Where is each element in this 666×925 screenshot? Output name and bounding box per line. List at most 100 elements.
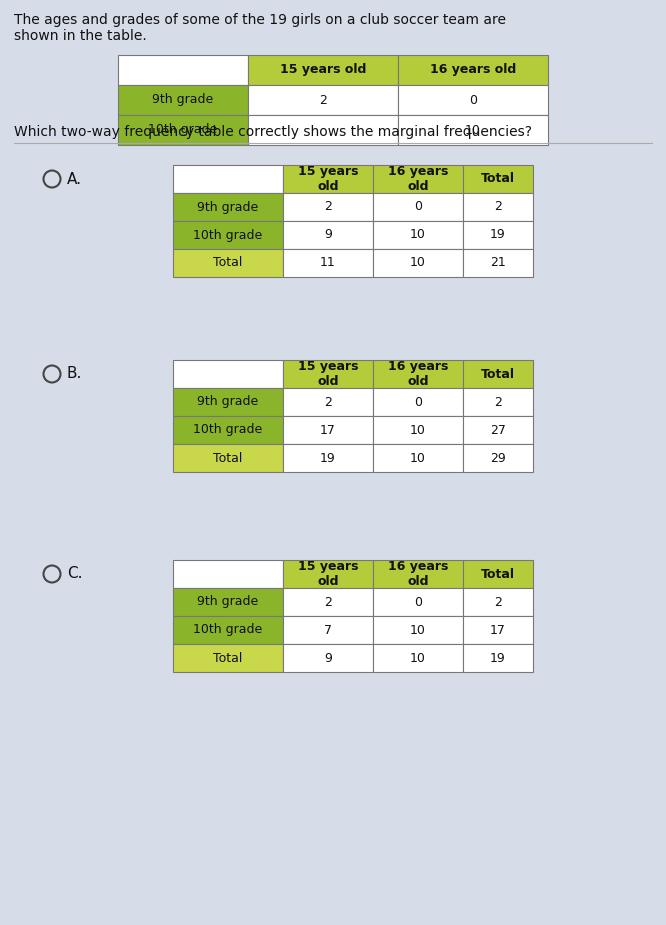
- Text: 27: 27: [490, 424, 506, 437]
- Bar: [373, 360, 463, 388]
- Text: 9: 9: [324, 651, 332, 664]
- Text: 19: 19: [490, 651, 506, 664]
- Bar: [173, 221, 283, 249]
- Text: A.: A.: [67, 171, 82, 187]
- Bar: [398, 85, 548, 115]
- Bar: [373, 444, 463, 472]
- Text: 19: 19: [320, 451, 336, 464]
- Bar: [373, 560, 463, 588]
- Text: 11: 11: [320, 256, 336, 269]
- Text: 0: 0: [414, 596, 422, 609]
- Bar: [248, 85, 398, 115]
- Text: 2: 2: [324, 396, 332, 409]
- Bar: [283, 360, 373, 388]
- Text: 2: 2: [324, 596, 332, 609]
- Bar: [373, 644, 463, 672]
- Bar: [173, 249, 283, 277]
- Bar: [173, 588, 283, 616]
- Text: 17: 17: [320, 424, 336, 437]
- Bar: [373, 416, 463, 444]
- Bar: [398, 55, 548, 85]
- Text: 15 years
old: 15 years old: [298, 560, 358, 588]
- Bar: [283, 416, 373, 444]
- Text: 10th grade: 10th grade: [193, 424, 262, 437]
- Bar: [373, 388, 463, 416]
- Text: 0: 0: [414, 201, 422, 214]
- Text: 2: 2: [494, 201, 502, 214]
- Text: 10: 10: [410, 451, 426, 464]
- Bar: [398, 115, 548, 145]
- Bar: [283, 560, 373, 588]
- Bar: [173, 560, 283, 588]
- Text: Total: Total: [481, 367, 515, 380]
- Bar: [373, 588, 463, 616]
- Bar: [283, 388, 373, 416]
- Text: 10th grade: 10th grade: [193, 228, 262, 241]
- Text: 2: 2: [319, 93, 327, 106]
- Text: 17: 17: [490, 623, 506, 636]
- Text: C.: C.: [67, 566, 83, 582]
- Text: 2: 2: [494, 396, 502, 409]
- Bar: [283, 193, 373, 221]
- Bar: [373, 193, 463, 221]
- Text: 10: 10: [410, 424, 426, 437]
- Text: 10: 10: [410, 228, 426, 241]
- Bar: [173, 388, 283, 416]
- Bar: [463, 388, 533, 416]
- Bar: [463, 360, 533, 388]
- Text: Which two-way frequency table correctly shows the marginal frequencies?: Which two-way frequency table correctly …: [14, 125, 532, 139]
- Text: shown in the table.: shown in the table.: [14, 29, 147, 43]
- Bar: [283, 444, 373, 472]
- Text: 9th grade: 9th grade: [197, 596, 258, 609]
- Text: 10: 10: [410, 256, 426, 269]
- Text: 15 years
old: 15 years old: [298, 165, 358, 193]
- Bar: [173, 360, 283, 388]
- Bar: [373, 165, 463, 193]
- Text: Total: Total: [213, 256, 242, 269]
- Bar: [463, 165, 533, 193]
- Text: 7: 7: [324, 623, 332, 636]
- Bar: [118, 115, 248, 145]
- Text: Total: Total: [213, 651, 242, 664]
- Text: 10: 10: [410, 651, 426, 664]
- Text: 19: 19: [490, 228, 506, 241]
- Bar: [283, 249, 373, 277]
- Text: 9th grade: 9th grade: [197, 396, 258, 409]
- Text: Total: Total: [213, 451, 242, 464]
- Text: 0: 0: [469, 93, 477, 106]
- Bar: [463, 588, 533, 616]
- Bar: [118, 55, 248, 85]
- Text: 16 years
old: 16 years old: [388, 560, 448, 588]
- Text: 2: 2: [494, 596, 502, 609]
- Bar: [283, 221, 373, 249]
- Circle shape: [43, 565, 61, 583]
- Bar: [173, 193, 283, 221]
- Bar: [463, 221, 533, 249]
- Text: 2: 2: [324, 201, 332, 214]
- Text: 9: 9: [324, 228, 332, 241]
- Bar: [463, 560, 533, 588]
- Bar: [118, 85, 248, 115]
- Bar: [173, 444, 283, 472]
- Bar: [373, 616, 463, 644]
- Text: 21: 21: [490, 256, 506, 269]
- Bar: [173, 416, 283, 444]
- Bar: [173, 616, 283, 644]
- Text: 9th grade: 9th grade: [153, 93, 214, 106]
- Bar: [248, 55, 398, 85]
- Bar: [463, 444, 533, 472]
- Circle shape: [43, 365, 61, 383]
- Bar: [463, 616, 533, 644]
- Text: 16 years
old: 16 years old: [388, 165, 448, 193]
- Bar: [463, 249, 533, 277]
- Text: 15 years old: 15 years old: [280, 64, 366, 77]
- Text: 10th grade: 10th grade: [149, 124, 218, 137]
- Circle shape: [43, 170, 61, 188]
- Bar: [283, 616, 373, 644]
- Text: 0: 0: [414, 396, 422, 409]
- Bar: [463, 416, 533, 444]
- Text: 10th grade: 10th grade: [193, 623, 262, 636]
- Text: 10: 10: [465, 124, 481, 137]
- Text: 10: 10: [410, 623, 426, 636]
- Bar: [373, 221, 463, 249]
